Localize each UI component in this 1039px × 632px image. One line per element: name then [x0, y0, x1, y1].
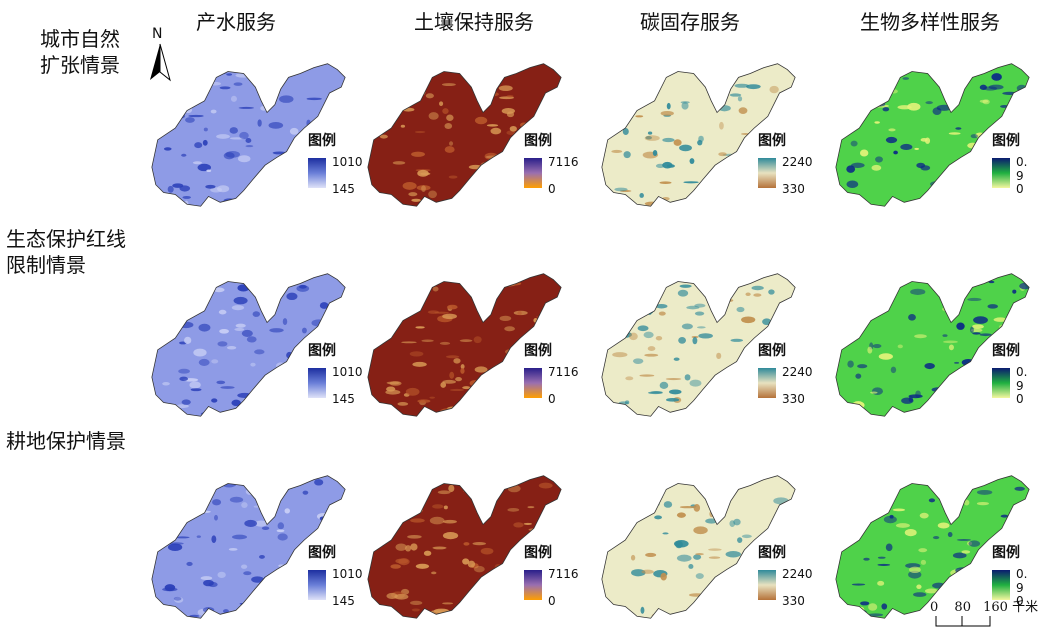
legend-soil-conservation-row-1: 图例 7116 0	[524, 130, 579, 196]
legend-max-value: 1010	[332, 365, 363, 379]
legend-min-value: 0	[1016, 182, 1024, 196]
legend-title: 图例	[758, 133, 786, 149]
row-title-line2: 限制情景	[6, 253, 86, 277]
legend-water-yield-row-1: 图例 1010 145	[308, 130, 363, 196]
legend-title: 图例	[758, 545, 786, 561]
row-title-line1: 耕地保护情景	[6, 429, 126, 453]
legend-color-ramp	[524, 570, 542, 600]
legend-color-ramp	[308, 570, 326, 600]
legend-title: 图例	[308, 133, 336, 149]
legend-soil-conservation-row-2: 图例 7116 0	[524, 340, 579, 406]
column-title-water-yield: 产水服务	[196, 10, 276, 34]
row-title-farmland-protection: 耕地保护情景	[6, 428, 126, 454]
legend-max-value: 7116	[548, 365, 579, 379]
north-arrow: N	[146, 26, 176, 86]
legend-title: 图例	[308, 545, 336, 561]
row-title-line1: 生态保护红线	[6, 227, 126, 251]
legend-color-ramp	[308, 158, 326, 188]
legend-min-value: 0	[1016, 594, 1024, 608]
column-title-biodiversity: 生物多样性服务	[860, 10, 1000, 34]
north-label: N	[152, 26, 163, 42]
legend-min-value: 0	[1016, 392, 1024, 406]
legend-max-value: 0. 9	[1016, 155, 1028, 183]
legend-color-ramp	[524, 158, 542, 188]
legend-title: 图例	[992, 133, 1020, 149]
legend-min-value: 330	[782, 594, 805, 608]
row-title-line1: 城市自然	[40, 27, 120, 51]
scale-tick-80: 80	[954, 600, 971, 615]
legend-max-value: 2240	[782, 365, 813, 379]
legend-soil-conservation-row-3: 图例 7116 0	[524, 542, 579, 608]
legend-max-value: 1010	[332, 567, 363, 581]
legend-color-ramp	[524, 368, 542, 398]
legend-min-value: 145	[332, 392, 355, 406]
legend-min-value: 0	[548, 182, 556, 196]
legend-min-value: 330	[782, 182, 805, 196]
north-arrow-icon	[150, 43, 171, 82]
legend-carbon-storage-row-1: 图例 2240 330	[758, 130, 813, 196]
legend-title: 图例	[524, 343, 552, 359]
scale-bar-labels: 0 80 160 千米	[930, 596, 1038, 615]
legend-max-value: 0. 9	[1016, 365, 1028, 393]
legend-title: 图例	[524, 545, 552, 561]
legend-max-value: 7116	[548, 567, 579, 581]
scale-unit: 千米	[1012, 600, 1039, 615]
scale-tick-160: 160	[983, 600, 1008, 615]
legend-max-value: 0. 9	[1016, 567, 1028, 595]
scale-tick-0: 0	[930, 600, 939, 615]
legend-min-value: 0	[548, 392, 556, 406]
legend-max-value: 2240	[782, 567, 813, 581]
legend-min-value: 330	[782, 392, 805, 406]
legend-title: 图例	[308, 343, 336, 359]
legend-color-ramp	[758, 570, 776, 600]
legend-title: 图例	[758, 343, 786, 359]
column-title-carbon-storage: 碳固存服务	[640, 10, 740, 34]
map-soil-conservation-row-1	[367, 63, 562, 207]
legend-max-value: 7116	[548, 155, 579, 169]
legend-title: 图例	[524, 133, 552, 149]
legend-title: 图例	[992, 545, 1020, 561]
legend-title: 图例	[992, 343, 1020, 359]
legend-color-ramp	[758, 158, 776, 188]
scale-bar: 0 80 160 千米	[930, 596, 1039, 632]
row-title-ecological-redline: 生态保护红线 限制情景	[6, 226, 126, 278]
map-water-yield-row-1	[151, 63, 346, 207]
legend-min-value: 145	[332, 594, 355, 608]
legend-color-ramp	[992, 368, 1010, 398]
row-title-line2: 扩张情景	[40, 53, 120, 77]
legend-max-value: 1010	[332, 155, 363, 169]
legend-color-ramp	[992, 570, 1010, 600]
row-title-urban-expansion: 城市自然 扩张情景	[40, 26, 120, 78]
legend-water-yield-row-2: 图例 1010 145	[308, 340, 363, 406]
scale-bar-line	[935, 616, 991, 627]
legend-color-ramp	[308, 368, 326, 398]
legend-carbon-storage-row-3: 图例 2240 330	[758, 542, 813, 608]
legend-min-value: 145	[332, 182, 355, 196]
legend-color-ramp	[992, 158, 1010, 188]
legend-min-value: 0	[548, 594, 556, 608]
legend-carbon-storage-row-2: 图例 2240 330	[758, 340, 813, 406]
legend-color-ramp	[758, 368, 776, 398]
column-title-soil-conservation: 土壤保持服务	[414, 10, 534, 34]
legend-max-value: 2240	[782, 155, 813, 169]
legend-water-yield-row-3: 图例 1010 145	[308, 542, 363, 608]
